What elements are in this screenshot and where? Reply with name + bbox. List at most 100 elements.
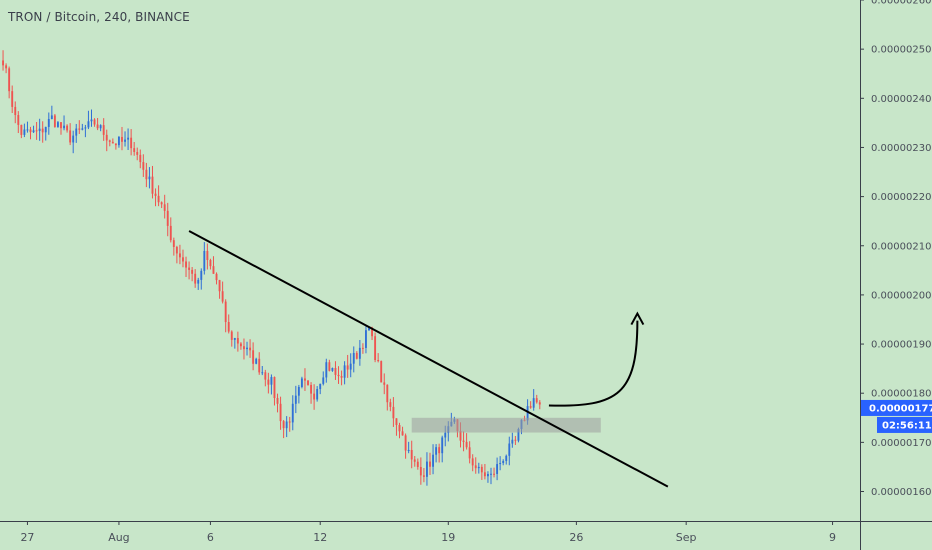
candle <box>215 272 218 285</box>
candle <box>224 299 227 333</box>
candle <box>32 125 35 133</box>
candle <box>188 261 191 280</box>
candle <box>29 126 32 140</box>
candle <box>304 368 306 391</box>
candle <box>69 123 72 146</box>
candle <box>361 343 364 354</box>
candle <box>474 457 477 474</box>
y-tick-label: 0.00000260 <box>871 0 931 7</box>
candle <box>227 314 230 334</box>
candle <box>502 459 505 466</box>
candle <box>422 468 425 483</box>
candle <box>17 111 20 134</box>
candle <box>87 110 90 130</box>
candle <box>63 115 65 131</box>
candle <box>410 440 413 469</box>
candle <box>493 467 495 478</box>
candle <box>233 337 236 349</box>
candle <box>511 432 514 448</box>
x-tick-label: Sep <box>676 531 697 544</box>
y-tick-label: 0.00000190 <box>871 340 931 351</box>
candle <box>538 400 541 410</box>
candle <box>157 185 160 207</box>
candle <box>499 456 502 471</box>
y-tick-label: 0.00000180 <box>871 389 931 400</box>
candle <box>535 394 538 404</box>
candle <box>133 141 136 156</box>
y-tick-label: 0.00000200 <box>871 290 931 301</box>
candle <box>267 372 270 394</box>
candle <box>145 162 148 188</box>
candle <box>93 118 96 127</box>
candle <box>200 268 203 290</box>
candle <box>175 245 178 264</box>
support-zone[interactable] <box>411 417 601 433</box>
candle <box>389 398 392 412</box>
candle <box>178 244 181 265</box>
candle <box>429 452 431 475</box>
candle <box>477 462 480 474</box>
candle <box>117 135 120 148</box>
candle <box>316 386 319 402</box>
candle <box>496 457 499 481</box>
candle <box>349 353 352 378</box>
last-price-box[interactable]: 0.00000177 <box>861 399 932 416</box>
candle <box>163 194 166 219</box>
candle <box>255 357 258 365</box>
candle <box>102 118 105 141</box>
candle <box>148 167 151 189</box>
candle <box>111 138 114 144</box>
y-tick-label: 0.00000170 <box>871 438 931 449</box>
candle <box>291 395 294 431</box>
y-tick-label: 0.00000220 <box>871 192 931 203</box>
candle <box>47 112 50 135</box>
candle <box>401 426 404 436</box>
candle <box>392 397 395 427</box>
trendline[interactable] <box>188 230 669 488</box>
candle <box>218 279 221 299</box>
candle <box>294 385 297 414</box>
candle <box>377 353 380 363</box>
candle <box>435 444 438 463</box>
candle <box>490 467 492 485</box>
x-tick-label: 12 <box>313 531 327 544</box>
candle <box>172 237 175 256</box>
candle <box>285 416 288 438</box>
candle <box>374 332 377 363</box>
candle <box>56 120 59 128</box>
candle <box>365 325 367 354</box>
candle <box>282 419 285 439</box>
candle <box>96 117 99 131</box>
candle <box>5 63 8 74</box>
candle <box>206 243 209 270</box>
candle <box>243 338 245 360</box>
candle <box>60 122 62 135</box>
candle <box>14 101 17 124</box>
candle <box>276 393 279 413</box>
candle <box>380 360 383 383</box>
candle <box>44 126 47 141</box>
arrow-annotation[interactable] <box>548 311 645 407</box>
candle <box>20 124 23 139</box>
candle <box>53 113 56 128</box>
candle <box>358 340 361 366</box>
candle <box>334 361 337 380</box>
candle <box>191 266 194 282</box>
candle <box>398 422 401 439</box>
symbol-legend[interactable]: TRON / Bitcoin, 240, BINANCE <box>8 10 190 24</box>
candle <box>270 374 273 395</box>
candle <box>352 346 355 373</box>
candle <box>288 416 291 432</box>
candle <box>246 341 248 356</box>
candle <box>139 149 142 169</box>
candle <box>297 384 300 404</box>
candle <box>505 454 508 465</box>
countdown-box: 02:56:11 <box>877 416 932 433</box>
candle <box>2 50 4 71</box>
candle <box>108 139 111 147</box>
candle <box>346 354 349 378</box>
candle <box>529 401 532 409</box>
candle <box>185 256 187 277</box>
